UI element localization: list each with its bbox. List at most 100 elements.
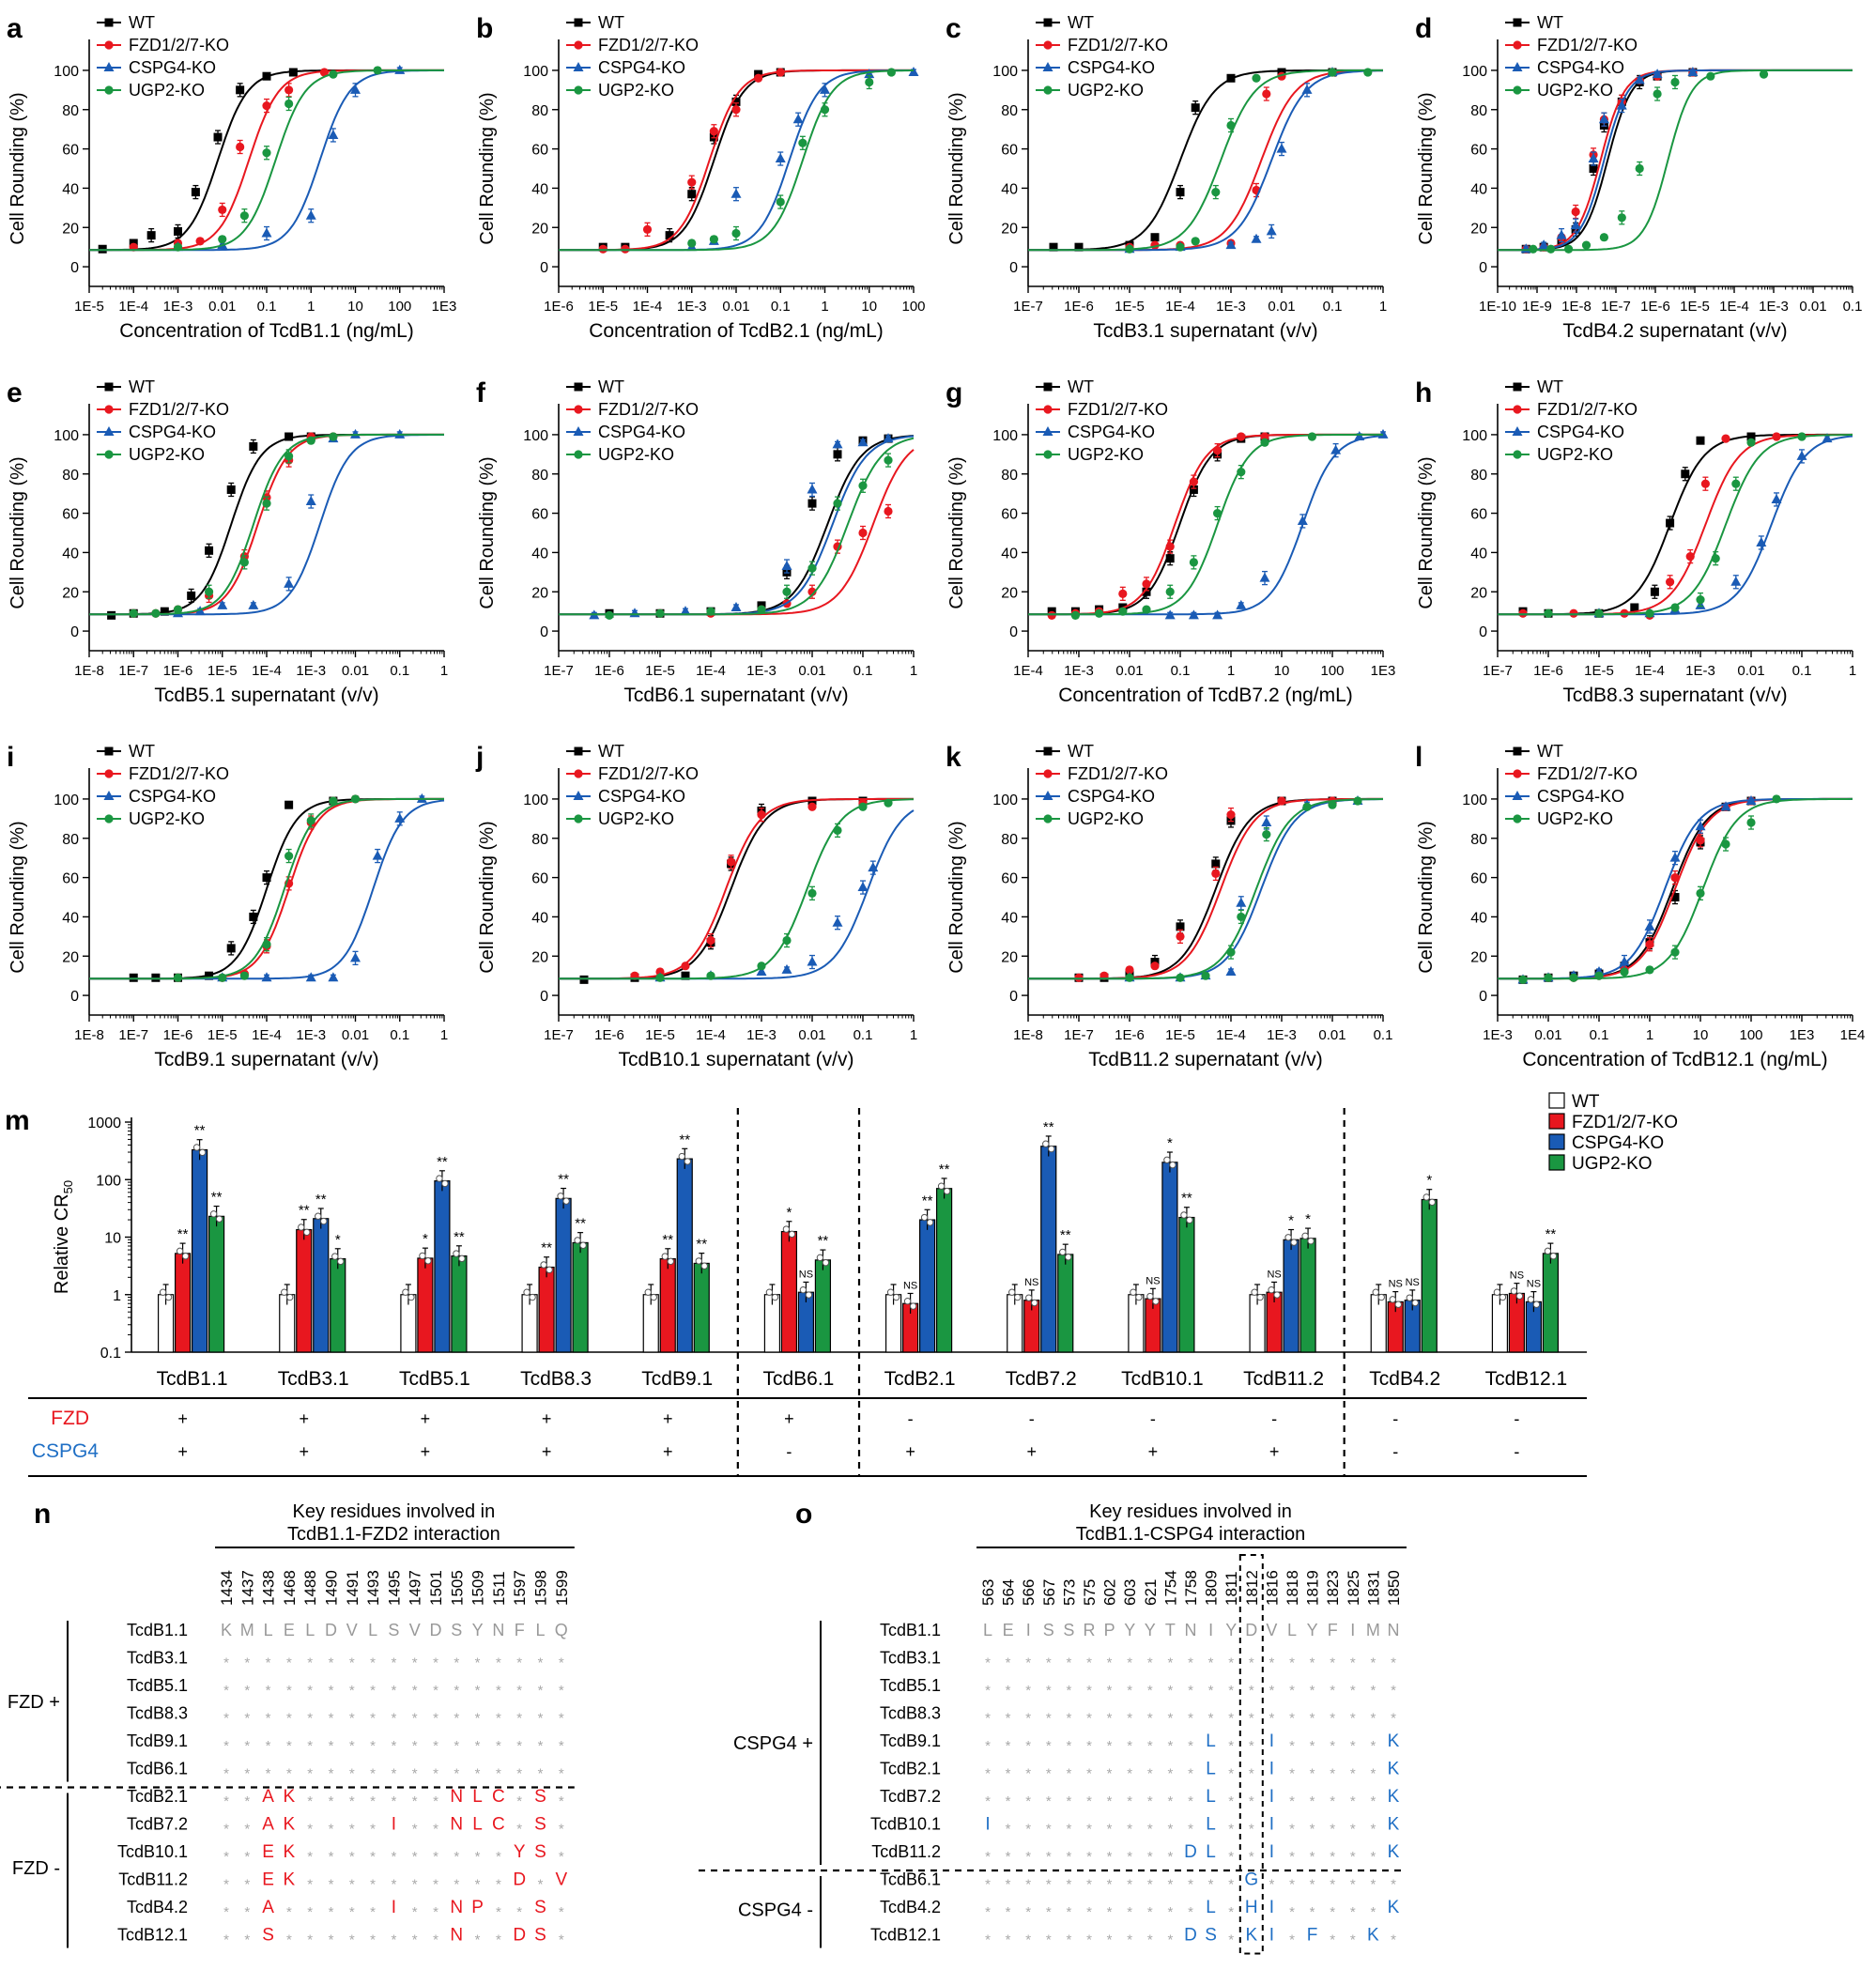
y-tick-label: 80 — [62, 468, 79, 484]
replicate-dot — [1499, 1293, 1507, 1301]
replicate-dot — [1273, 1291, 1281, 1299]
replicate-dot — [1048, 1145, 1055, 1153]
same-residue: * — [1370, 1877, 1376, 1893]
same-residue: * — [1350, 1877, 1356, 1893]
variant-residue: L — [1206, 1815, 1216, 1835]
y-tick-label: 100 — [54, 64, 79, 80]
same-residue: * — [329, 1793, 334, 1809]
x-tick-label: 1 — [1227, 663, 1235, 679]
significance-label: * — [1167, 1135, 1173, 1151]
panel-label-e: e — [7, 377, 23, 408]
same-residue: * — [496, 1766, 501, 1782]
variant-residue: E — [262, 1842, 274, 1862]
replicate-dot — [1290, 1239, 1298, 1246]
variant-residue: N — [450, 1926, 463, 1946]
x-tick-label: 1E-7 — [118, 1027, 148, 1043]
same-residue: * — [391, 1766, 396, 1782]
same-residue: * — [1188, 1711, 1193, 1727]
panel-b: b 0 20 40 60 80 100 Cell Rounding (%) 1E-6 1E-5 1E… — [476, 13, 926, 342]
same-residue: * — [329, 1877, 334, 1893]
replicate-dot — [765, 1288, 774, 1296]
same-residue: * — [1289, 1766, 1295, 1782]
x-tick-label: 1E-3 — [1759, 299, 1789, 315]
replicate-dot — [215, 1215, 223, 1223]
x-category-label: TcdB3.1 — [278, 1368, 349, 1390]
data-point-UGP2-KO — [798, 138, 807, 147]
x-axis-title: Concentration of TcdB2.1 (ng/mL) — [589, 320, 884, 342]
x-tick-label: 1E-7 — [544, 1027, 574, 1043]
x-tick-label: 10 — [1693, 1027, 1709, 1043]
y-tick-label: 20 — [531, 221, 548, 237]
data-point-CSPG4-KO — [1266, 225, 1277, 236]
legend-label: CSPG4-KO — [129, 423, 216, 441]
row-name: TcdB8.3 — [880, 1704, 941, 1723]
legend-label: CSPG4-KO — [598, 787, 685, 806]
ref-residue: Y — [472, 1621, 484, 1639]
replicate-dot — [1130, 1288, 1137, 1296]
x-axis-title: TcdB11.2 supernatant (v/v) — [1088, 1049, 1322, 1070]
data-point-WT — [1049, 242, 1058, 252]
data-point-CSPG4-KO — [1634, 74, 1645, 85]
x-tick-label: 1E-3 — [296, 1027, 326, 1043]
x-tick-label: 1 — [440, 663, 448, 679]
x-category-label: TcdB5.1 — [399, 1368, 470, 1390]
same-residue: * — [1289, 1877, 1295, 1893]
data-point-CSPG4-KO — [781, 963, 792, 974]
x-tick-label: 1E-4 — [1013, 663, 1043, 679]
y-tick-label: 40 — [531, 546, 548, 562]
data-point-FZD1/2/7-KO — [1176, 931, 1185, 941]
data-point-FZD1/2/7-KO — [1277, 796, 1286, 806]
data-point-CSPG4-KO — [781, 561, 792, 571]
same-residue: * — [1228, 1766, 1234, 1782]
data-point-UGP2-KO — [1599, 233, 1608, 242]
same-residue: * — [454, 1849, 459, 1865]
x-tick-label: 1E-5 — [1680, 299, 1710, 315]
x-tick-label: 1 — [440, 1027, 448, 1043]
same-residue: * — [433, 1793, 438, 1809]
legend-label: FZD1/2/7-KO — [129, 400, 229, 419]
replicate-dot — [1493, 1288, 1501, 1296]
bar-UGP2-KO — [1057, 1254, 1074, 1353]
same-residue: * — [1046, 1793, 1052, 1809]
data-point-FZD1/2/7-KO — [284, 85, 294, 95]
x-tick-label: 1E-6 — [1064, 299, 1094, 315]
legend-marker — [1512, 426, 1523, 436]
variant-residue: K — [284, 1842, 296, 1862]
data-point-UGP2-KO — [655, 973, 665, 982]
x-tick-label: 0.1 — [771, 299, 791, 315]
same-residue: * — [412, 1793, 418, 1809]
same-residue: * — [1006, 1655, 1011, 1671]
residue-position: 621 — [1142, 1579, 1160, 1606]
same-residue: * — [1006, 1904, 1011, 1920]
variant-residue: H — [1245, 1898, 1258, 1917]
variant-residue: K — [1388, 1731, 1400, 1751]
replicate-dot — [1025, 1294, 1033, 1301]
data-point-CSPG4-KO — [372, 850, 383, 860]
same-residue: * — [1228, 1711, 1234, 1727]
y-tick-label: 100 — [992, 64, 1018, 80]
variant-residue: E — [262, 1870, 274, 1890]
ref-residue: L — [305, 1621, 315, 1639]
ref-residue: F — [515, 1621, 525, 1639]
data-point-UGP2-KO — [173, 605, 183, 614]
same-residue: * — [1006, 1849, 1011, 1865]
same-residue: * — [1066, 1766, 1071, 1782]
significance-label: ** — [454, 1229, 465, 1245]
legend-marker — [1043, 40, 1053, 50]
significance-label: ** — [315, 1192, 327, 1208]
replicate-dot — [436, 1175, 443, 1182]
data-point-CSPG4-KO — [305, 209, 316, 220]
same-residue: * — [244, 1932, 250, 1948]
data-point-WT — [1589, 164, 1598, 173]
replicate-dot — [1065, 1254, 1072, 1261]
same-residue: * — [496, 1655, 501, 1671]
y-tick-label: 60 — [1470, 507, 1487, 523]
receptor-sign: - — [1514, 1442, 1519, 1461]
same-residue: * — [329, 1904, 334, 1920]
bar-CSPG4-KO — [191, 1148, 208, 1353]
y-tick-label: 0.1 — [100, 1346, 121, 1362]
y-tick-label: 20 — [62, 221, 79, 237]
legend-marker — [574, 450, 583, 459]
legend-label: UGP2-KO — [598, 445, 674, 464]
same-residue: * — [516, 1793, 522, 1809]
